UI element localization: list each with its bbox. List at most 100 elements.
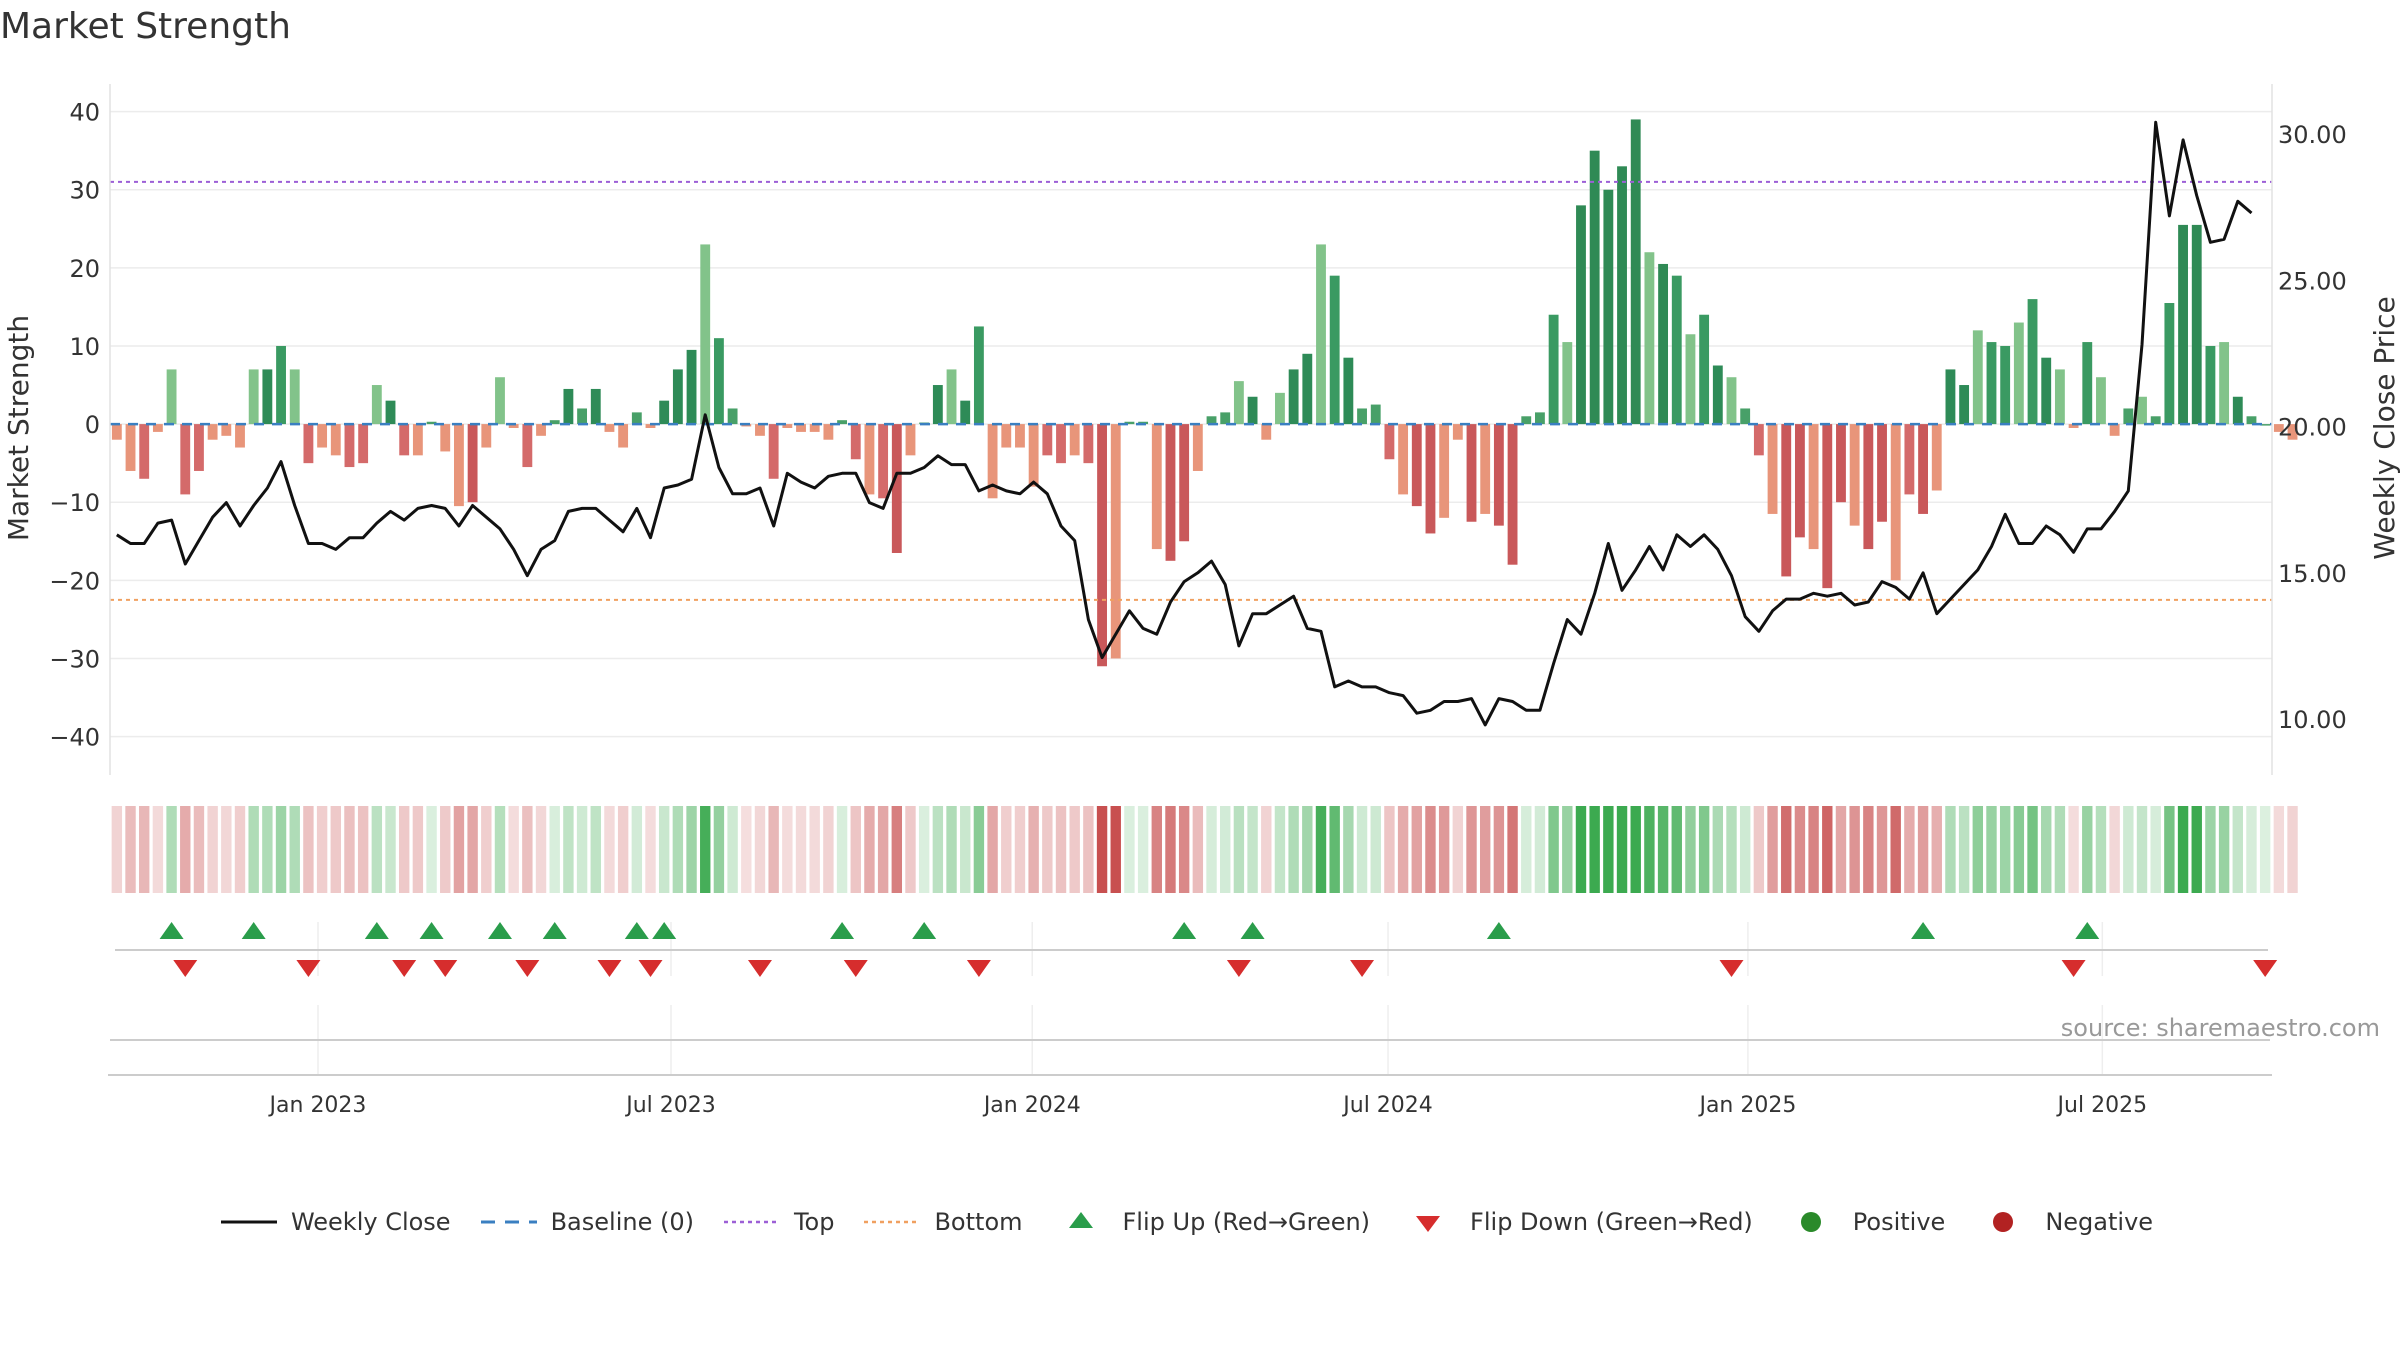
strength-bar bbox=[1617, 166, 1627, 425]
strength-bar bbox=[1507, 424, 1518, 565]
legend-item[interactable]: Negative bbox=[1973, 1208, 2153, 1236]
strip-cell bbox=[1712, 806, 1724, 893]
strip-cell bbox=[2218, 806, 2230, 893]
strength-bar bbox=[276, 345, 286, 425]
legend-item[interactable]: Top bbox=[722, 1208, 834, 1236]
strip-cell bbox=[1698, 806, 1710, 893]
strength-bar bbox=[1548, 314, 1559, 425]
legend-item[interactable]: Flip Up (Red→Green) bbox=[1051, 1208, 1370, 1236]
strip-cell bbox=[1808, 806, 1819, 893]
strength-bar bbox=[727, 408, 738, 425]
legend-item[interactable]: Flip Down (Green→Red) bbox=[1398, 1208, 1753, 1236]
strip-cell bbox=[180, 806, 191, 893]
strip-cell bbox=[125, 806, 136, 893]
strip-cell bbox=[576, 806, 588, 893]
strength-bar bbox=[125, 424, 136, 471]
strength-bar bbox=[495, 377, 505, 425]
strength-bar bbox=[180, 424, 191, 495]
strength-bar bbox=[1562, 342, 1573, 425]
strip-cell bbox=[2164, 806, 2175, 893]
flip-up-marker bbox=[2075, 922, 2100, 939]
strip-cell bbox=[2273, 806, 2285, 893]
strength-bar bbox=[755, 424, 765, 436]
strip-cell bbox=[1589, 806, 1600, 893]
y2tick-label: 25.00 bbox=[2278, 267, 2347, 295]
strength-bar bbox=[2041, 357, 2052, 425]
legend-symbol-circle bbox=[1800, 1212, 1821, 1232]
strip-cell bbox=[2068, 806, 2079, 893]
strip-cell bbox=[1917, 806, 1929, 893]
strength-bar bbox=[987, 424, 998, 499]
strip-cell bbox=[741, 806, 752, 893]
strength-bar bbox=[1576, 205, 1586, 425]
strip-cell bbox=[398, 806, 410, 893]
strength-bar bbox=[905, 424, 916, 456]
legend-label: Flip Down (Green→Red) bbox=[1470, 1208, 1753, 1236]
strength-bar bbox=[330, 424, 341, 456]
strength-bar bbox=[1822, 424, 1833, 589]
flip-up-marker bbox=[364, 922, 389, 939]
legend-item[interactable]: Bottom bbox=[862, 1208, 1023, 1236]
reference-lines bbox=[110, 180, 2272, 601]
strip-cell bbox=[1493, 806, 1505, 893]
strength-bar bbox=[1726, 377, 1737, 425]
strip-cell bbox=[1452, 806, 1464, 893]
strip-cell bbox=[1438, 806, 1450, 893]
ytick-label: −30 bbox=[49, 645, 100, 673]
flip-down-marker bbox=[638, 960, 663, 977]
strip-cell bbox=[563, 806, 574, 893]
strip-cell bbox=[877, 806, 889, 893]
strip-cell bbox=[1876, 806, 1888, 893]
strip-cell bbox=[973, 806, 985, 893]
legend-label: Positive bbox=[1852, 1208, 1946, 1236]
strip-cell bbox=[1247, 806, 1258, 893]
strength-bar bbox=[577, 408, 588, 425]
legend-item[interactable]: Positive bbox=[1781, 1208, 1946, 1236]
flip-down-marker bbox=[747, 960, 772, 977]
strip-cell bbox=[1904, 806, 1915, 893]
strength-bar bbox=[317, 424, 328, 448]
strip-cell bbox=[1178, 806, 1190, 893]
legend-item[interactable]: Baseline (0) bbox=[479, 1208, 694, 1236]
strip-cell bbox=[1356, 806, 1368, 893]
flip-down-marker bbox=[515, 960, 540, 977]
strength-bar bbox=[2232, 396, 2243, 425]
strength-bar bbox=[1288, 369, 1299, 425]
strength-bar bbox=[344, 424, 355, 468]
strength-bar bbox=[604, 424, 615, 432]
strength-bar bbox=[2000, 345, 2011, 425]
strength-bar bbox=[1439, 424, 1450, 518]
flip-down-marker bbox=[296, 960, 321, 977]
lower-panel bbox=[108, 1039, 2272, 1076]
strength-bar bbox=[399, 424, 410, 456]
strength-bar bbox=[768, 424, 779, 479]
strip-cell bbox=[1575, 806, 1587, 893]
strip-cell bbox=[1835, 806, 1847, 893]
xtick-label: Jul 2023 bbox=[624, 1093, 716, 1118]
strength-bar bbox=[2082, 342, 2093, 425]
strength-bar bbox=[1384, 424, 1395, 460]
flip-up-marker bbox=[419, 922, 444, 939]
strength-bar bbox=[207, 424, 218, 440]
strength-bar bbox=[1056, 424, 1066, 464]
legend-item[interactable]: Weekly Close bbox=[219, 1208, 451, 1236]
legend-symbol-tri-up bbox=[1068, 1212, 1093, 1228]
strip-cell bbox=[1972, 806, 1984, 893]
strength-bar bbox=[426, 421, 437, 425]
strip-cell bbox=[1042, 806, 1053, 893]
strip-cell bbox=[850, 806, 861, 893]
strength-bar bbox=[412, 424, 423, 456]
strip-cell bbox=[1206, 806, 1217, 893]
strength-bar bbox=[1097, 424, 1107, 667]
flip-up-marker bbox=[1486, 922, 1511, 939]
flip-down-marker bbox=[966, 960, 991, 977]
strength-bar bbox=[2150, 416, 2161, 425]
strip-cell bbox=[1137, 806, 1149, 893]
strip-cell bbox=[440, 806, 451, 893]
strength-bar bbox=[1370, 404, 1381, 425]
strength-bar bbox=[1740, 408, 1751, 425]
strength-bar bbox=[1452, 424, 1463, 440]
strip-cell bbox=[809, 806, 820, 893]
strength-bar bbox=[1343, 357, 1354, 425]
flip-up-marker bbox=[830, 922, 855, 939]
